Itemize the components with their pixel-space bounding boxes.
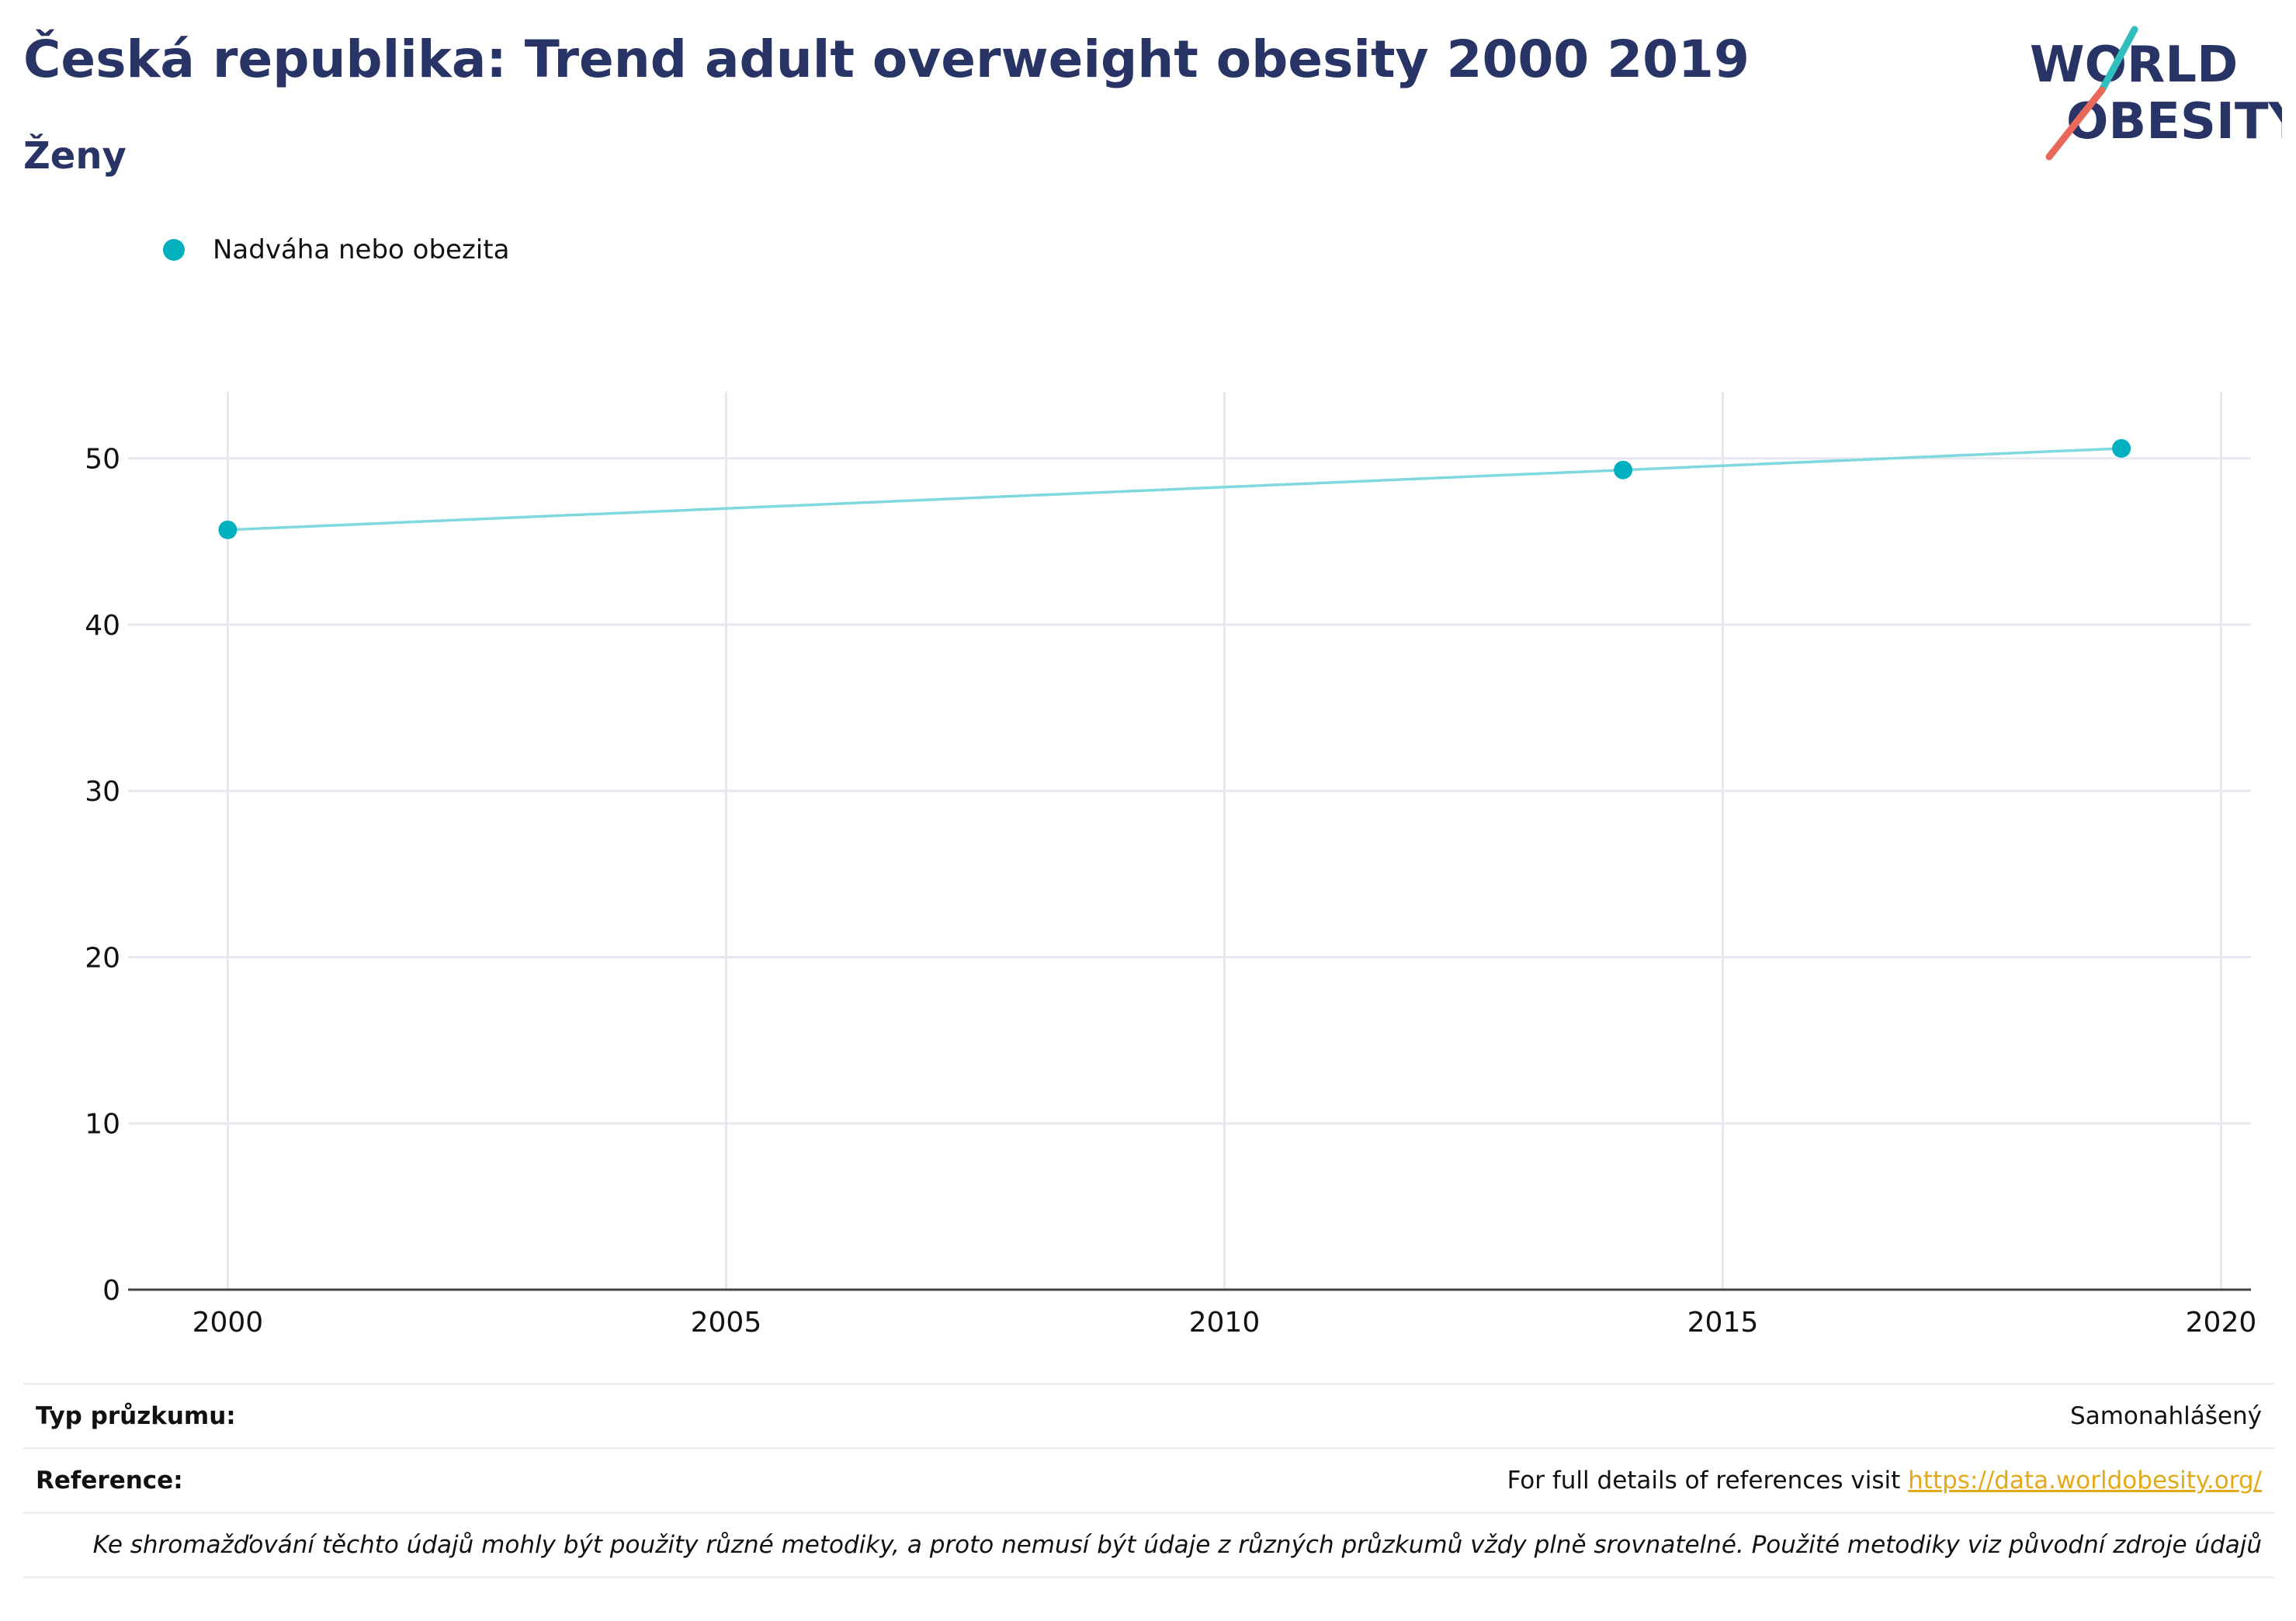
logo-line1: WORLD <box>2030 36 2238 94</box>
y-tick-label: 20 <box>85 942 120 974</box>
x-tick-label: 2010 <box>1189 1307 1261 1339</box>
reference-row: Reference: For full details of reference… <box>23 1447 2274 1512</box>
logo-teal-stroke <box>2098 26 2138 94</box>
line-chart: 2000 2005 2010 2015 2020 0 10 20 30 40 50 <box>85 392 2256 1339</box>
survey-type-row: Typ průzkumu: Samonahlášený <box>23 1383 2274 1447</box>
legend-marker-icon <box>163 239 185 261</box>
y-tick-label: 40 <box>85 610 120 642</box>
methodology-note: Ke shromažďování těchto údajů mohly být … <box>92 1531 2262 1559</box>
logo-line2: OBESITY <box>2066 93 2282 151</box>
grid <box>128 392 2251 1290</box>
reference-link[interactable]: https://data.worldobesity.org/ <box>1908 1467 2262 1495</box>
axes: 2000 2005 2010 2015 2020 0 10 20 30 40 50 <box>85 444 2256 1339</box>
x-tick-label: 2015 <box>1687 1307 1759 1339</box>
y-tick-label: 0 <box>102 1275 120 1307</box>
y-tick-label: 10 <box>85 1109 120 1141</box>
logo-coral-stroke <box>2045 86 2106 161</box>
y-tick-label: 30 <box>85 776 120 808</box>
data-point[interactable] <box>1614 460 1633 480</box>
x-tick-label: 2000 <box>192 1307 264 1339</box>
chart-title: Česká republika: Trend adult overweight … <box>23 29 1750 89</box>
survey-type-label: Typ průzkumu: <box>36 1402 236 1430</box>
data-point[interactable] <box>2112 438 2131 458</box>
legend-label: Nadváha nebo obezita <box>213 234 510 265</box>
methodology-note-row: Ke shromažďování těchto údajů mohly být … <box>23 1512 2274 1578</box>
x-tick-label: 2020 <box>2186 1307 2257 1339</box>
x-tick-label: 2005 <box>691 1307 762 1339</box>
footer-table: Typ průzkumu: Samonahlášený Reference: F… <box>23 1383 2274 1578</box>
world-obesity-logo: WORLD OBESITY <box>2030 26 2282 161</box>
reference-text: For full details of references visit <box>1507 1467 1901 1495</box>
data-point[interactable] <box>218 520 238 539</box>
legend[interactable]: Nadváha nebo obezita <box>163 234 509 265</box>
y-tick-label: 50 <box>85 444 120 476</box>
chart-subtitle: Ženy <box>23 134 127 178</box>
survey-type-value: Samonahlášený <box>2070 1402 2262 1430</box>
reference-label: Reference: <box>36 1467 183 1495</box>
series-line <box>227 447 2122 532</box>
series-marks <box>218 438 2131 539</box>
